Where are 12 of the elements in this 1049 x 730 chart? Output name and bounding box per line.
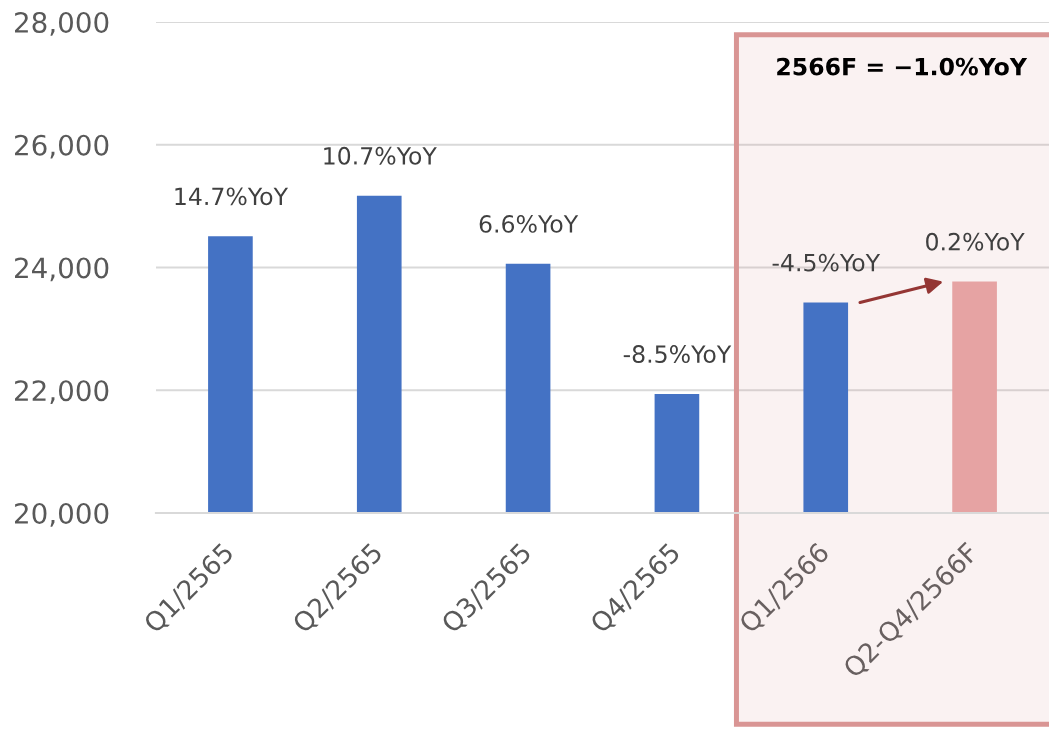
y-tick-label: 26,000 xyxy=(15,134,109,159)
annotation: -8.5%YoY xyxy=(623,345,732,363)
annotation: 10.7%YoY xyxy=(324,146,437,165)
y-tick-label: 24,000 xyxy=(15,257,109,282)
annotation: 6.6%YoY xyxy=(479,214,579,233)
band-label: 2566F = −1.0%YoY xyxy=(777,57,1028,76)
y-tick-label: 22,000 xyxy=(15,380,109,405)
y-tick-label: 28,000 xyxy=(15,11,109,36)
y-tick-label: 20,000 xyxy=(15,502,109,527)
annotation: -4.5%YoY xyxy=(772,253,881,272)
annotation: 0.2%YoY xyxy=(926,232,1025,251)
annotation: 14.7%YoY xyxy=(175,187,289,206)
